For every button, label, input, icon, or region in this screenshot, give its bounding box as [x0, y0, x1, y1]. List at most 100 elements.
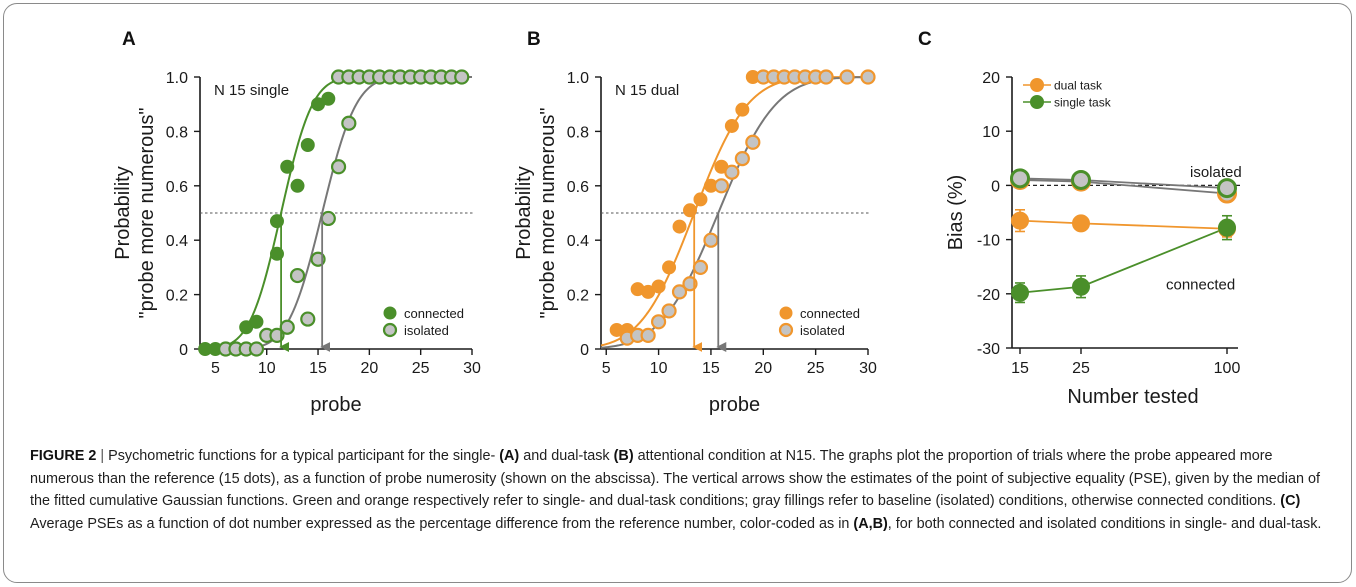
figure-panels: A B C 5 10 15 20 25 30 0 0.2 0.4 0.6 0.8 1.0 probe Pr…	[112, 29, 1242, 416]
y-tick-label: 0.8	[166, 124, 188, 141]
condition-annotation: N 15 single	[214, 82, 289, 99]
x-tick-label: 100	[1214, 360, 1241, 377]
data-point-connected-single-task	[1072, 277, 1090, 296]
caption-segment: (B)	[613, 448, 634, 464]
x-tick-label: 30	[859, 360, 877, 377]
data-point-isolated	[724, 164, 740, 180]
condition-annotation: N 15 dual	[615, 82, 679, 99]
caption-body: Psychometric functions for a typical par…	[30, 448, 1321, 532]
data-point-isolated	[330, 159, 347, 175]
y-axis-label-line: "probe more numerous"	[136, 108, 158, 319]
annotation-isolated: isolated	[1190, 164, 1242, 181]
y-axis-label: Probability "probe more numerous"	[513, 108, 559, 319]
data-point-isolated	[703, 232, 719, 248]
caption-segment: (A,B)	[853, 515, 888, 532]
legend-label-isolated: isolated	[800, 323, 845, 338]
data-point-isolated	[671, 284, 688, 300]
x-tick-label: 15	[309, 360, 327, 377]
data-point-connected	[693, 192, 708, 207]
y-tick-label: 10	[982, 124, 1000, 141]
caption-segment: Average PSEs as a function of dot number…	[30, 515, 854, 532]
legend-marker-connected	[383, 306, 397, 320]
y-axis-label: Probability "probe more numerous"	[112, 108, 158, 319]
data-point-isolated	[279, 319, 295, 335]
data-point-isolated-single-task	[1010, 168, 1030, 189]
annotation-connected: connected	[1166, 277, 1235, 294]
y-axis-label-line: Probability	[112, 166, 134, 259]
panel-a-chart: 5 10 15 20 25 30 0 0.2 0.4 0.6 0.8 1.0 probe Probabil…	[112, 69, 481, 416]
x-tick-label: 15	[1011, 360, 1029, 377]
legend-label-connected: connected	[800, 306, 860, 321]
y-tick-label: 0.2	[567, 288, 589, 305]
y-axis-label: Bias (%)	[945, 175, 967, 251]
figure-caption: FIGURE 2 | Psychometric functions for a …	[30, 445, 1330, 535]
data-point-isolated	[341, 115, 357, 131]
data-point-connected	[735, 102, 750, 117]
legend-marker-isolated	[382, 322, 398, 338]
y-tick-label: 0.4	[166, 233, 188, 250]
caption-segment: and dual-task	[519, 448, 614, 464]
data-point-isolated	[300, 311, 316, 327]
data-point-isolated-single-task	[1071, 169, 1091, 190]
x-axis-label: Number tested	[1067, 386, 1198, 408]
data-point-isolated	[640, 327, 656, 343]
x-tick-label: 25	[412, 360, 430, 377]
data-point-isolated	[682, 276, 698, 292]
data-point-isolated	[692, 259, 709, 275]
y-tick-label: 0.4	[567, 233, 589, 250]
legend-marker-isolated	[778, 322, 794, 338]
y-tick-label: -10	[977, 233, 1000, 250]
data-point-isolated	[248, 341, 265, 357]
data-point-connected	[662, 260, 677, 275]
data-point-isolated	[320, 210, 336, 227]
data-point-connected	[724, 118, 739, 133]
data-point-connected	[280, 159, 295, 174]
data-point-isolated	[661, 303, 677, 319]
caption-separator: |	[100, 448, 105, 464]
y-tick-label: 0	[991, 178, 1000, 195]
y-tick-label: 0	[179, 342, 188, 359]
y-tick-label: 1.0	[166, 70, 188, 87]
y-tick-label: -20	[977, 287, 1000, 304]
caption-segment: , for both connected and isolated condit…	[887, 515, 1322, 532]
data-point-isolated	[454, 69, 470, 85]
y-tick-label: -30	[977, 341, 1000, 358]
panel-label-c: C	[918, 29, 932, 50]
legend-marker-dual-task	[1030, 78, 1044, 92]
y-axis-label-line: Probability	[513, 166, 535, 259]
data-point-connected	[300, 138, 315, 152]
legend-label-isolated: isolated	[404, 323, 449, 338]
data-point-isolated	[839, 69, 855, 85]
data-point-connected	[651, 279, 666, 294]
caption-label: FIGURE 2	[30, 448, 97, 464]
data-point-isolated-single-task	[1217, 178, 1237, 199]
legend-label-single-task: single task	[1054, 96, 1112, 110]
data-point-connected	[290, 178, 305, 193]
legend-label-connected: connected	[404, 306, 464, 321]
y-tick-label: 0.2	[166, 288, 188, 305]
data-point-connected	[321, 91, 336, 106]
y-tick-label: 20	[982, 70, 1000, 87]
x-tick-label: 10	[650, 360, 668, 377]
x-tick-label: 25	[807, 360, 825, 377]
data-point-isolated	[745, 134, 761, 150]
x-tick-label: 5	[602, 360, 611, 377]
y-axis-label-line: "probe more numerous"	[537, 108, 559, 319]
x-tick-label: 10	[258, 360, 276, 377]
x-tick-label: 30	[463, 360, 481, 377]
data-point-connected-single-task	[1011, 283, 1029, 302]
data-point-isolated	[860, 69, 876, 85]
data-point-isolated	[713, 178, 730, 194]
data-point-connected-dual-task	[1072, 214, 1090, 233]
caption-segment: Psychometric functions for a typical par…	[104, 448, 500, 464]
legend-marker-connected	[779, 306, 793, 320]
y-tick-label: 0	[580, 342, 589, 359]
caption-segment: attentional condition at N15. The graphs…	[30, 448, 1320, 509]
data-point-connected	[683, 203, 697, 218]
panel-c-chart: -30 -20 -10 0 10 20 15 25 100 Number tested Bias (…	[945, 70, 1242, 408]
panel-label-b: B	[527, 29, 541, 50]
y-tick-label: 1.0	[567, 70, 589, 87]
data-point-connected-dual-task	[1011, 211, 1029, 230]
data-point-connected	[672, 219, 687, 234]
caption-segment: (C)	[1280, 493, 1301, 509]
